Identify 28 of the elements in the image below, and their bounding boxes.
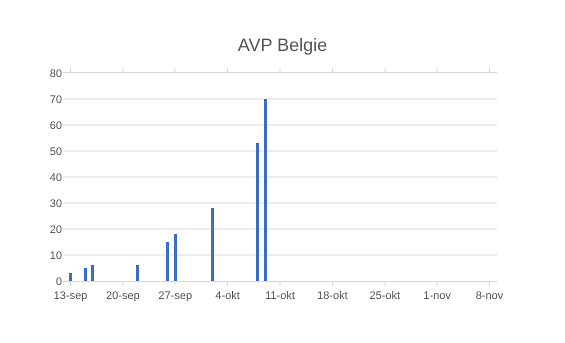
bar (91, 265, 94, 281)
x-tick-label: 18-okt (317, 290, 348, 302)
bar (211, 208, 214, 281)
y-tick-label: 80 (50, 68, 62, 80)
x-tick-label: 1-nov (423, 290, 452, 302)
y-tick-label: 50 (50, 146, 62, 158)
bar (69, 273, 72, 281)
y-tick-label: 30 (50, 198, 62, 210)
y-tick-label: 20 (50, 224, 62, 236)
bar (264, 99, 267, 281)
chart-title: AVP Belgie (238, 34, 328, 55)
bar (166, 242, 169, 281)
y-tick-label: 70 (50, 94, 62, 106)
y-tick-label: 10 (50, 250, 62, 262)
y-tick-label: 60 (50, 120, 62, 132)
x-tick-label: 20-sep (106, 290, 140, 302)
y-tick-label: 40 (50, 172, 62, 184)
bar (174, 234, 177, 281)
bar (84, 268, 87, 281)
x-tick-label: 4-okt (215, 290, 240, 302)
x-tick-label: 27-sep (158, 290, 192, 302)
bar (136, 265, 139, 281)
y-tick-label: 0 (56, 276, 62, 288)
x-tick-label: 8-nov (476, 290, 504, 302)
x-tick-label: 25-okt (369, 290, 400, 302)
x-tick-label: 11-okt (265, 290, 295, 302)
bar (256, 143, 259, 281)
x-tick-label: 13-sep (54, 290, 88, 302)
